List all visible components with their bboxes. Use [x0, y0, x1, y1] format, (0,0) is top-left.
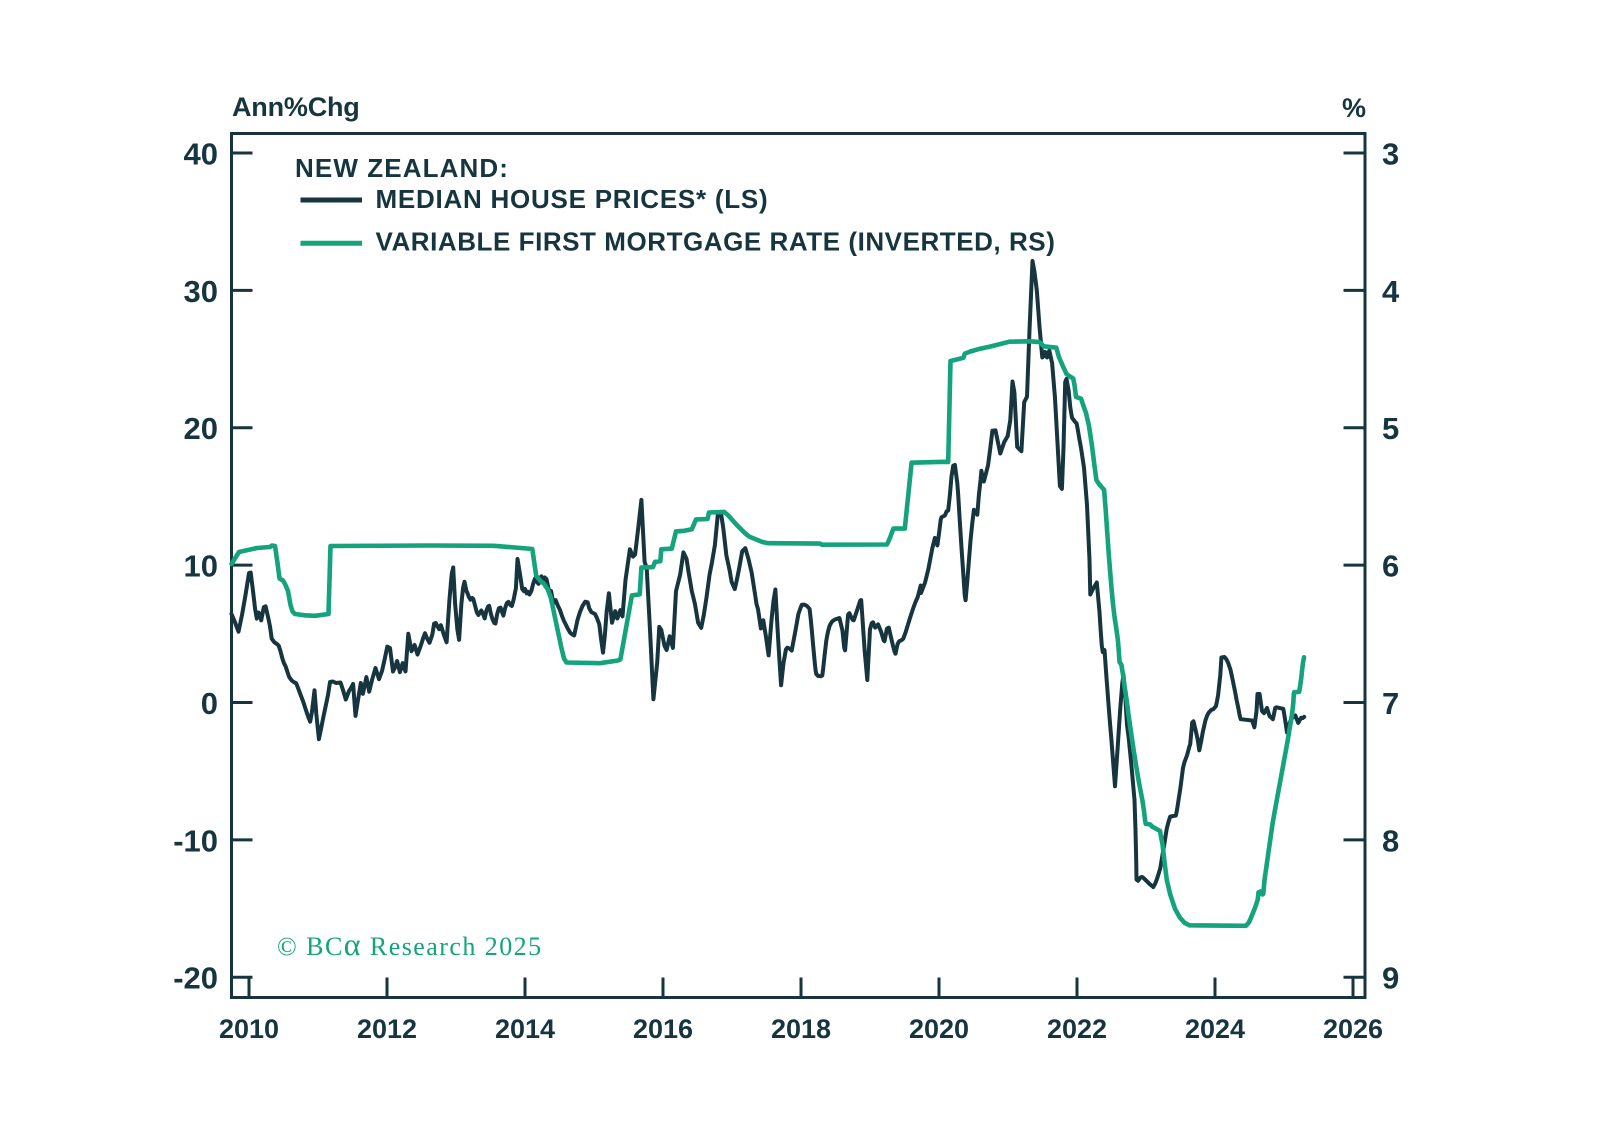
svg-text:20: 20	[184, 411, 218, 446]
svg-text:30: 30	[184, 274, 218, 309]
svg-text:2022: 2022	[1047, 1014, 1107, 1044]
svg-text:7: 7	[1382, 686, 1399, 721]
svg-text:-20: -20	[173, 961, 218, 996]
svg-text:-10: -10	[173, 823, 218, 858]
svg-text:2020: 2020	[909, 1014, 969, 1044]
svg-text:3: 3	[1382, 137, 1399, 172]
svg-text:2012: 2012	[357, 1014, 417, 1044]
svg-text:%: %	[1342, 93, 1366, 123]
svg-text:2016: 2016	[633, 1014, 693, 1044]
svg-text:40: 40	[184, 137, 218, 172]
svg-text:© BCα Research 2025: © BCα Research 2025	[277, 926, 543, 962]
svg-text:2026: 2026	[1323, 1014, 1383, 1044]
svg-text:4: 4	[1382, 274, 1400, 309]
svg-text:VARIABLE FIRST MORTGAGE RATE (: VARIABLE FIRST MORTGAGE RATE (INVERTED, …	[376, 227, 1056, 257]
svg-text:2024: 2024	[1185, 1014, 1245, 1044]
svg-text:10: 10	[184, 549, 218, 584]
svg-text:6: 6	[1382, 549, 1399, 584]
svg-text:0: 0	[201, 686, 218, 721]
svg-text:8: 8	[1382, 823, 1399, 858]
svg-text:2014: 2014	[495, 1014, 555, 1044]
svg-text:5: 5	[1382, 411, 1399, 446]
svg-text:NEW ZEALAND:: NEW ZEALAND:	[295, 153, 509, 183]
svg-text:MEDIAN HOUSE PRICES* (LS): MEDIAN HOUSE PRICES* (LS)	[376, 184, 769, 214]
svg-text:2010: 2010	[219, 1014, 279, 1044]
svg-text:9: 9	[1382, 961, 1399, 996]
svg-text:Ann%Chg: Ann%Chg	[232, 92, 360, 122]
svg-text:2018: 2018	[771, 1014, 831, 1044]
